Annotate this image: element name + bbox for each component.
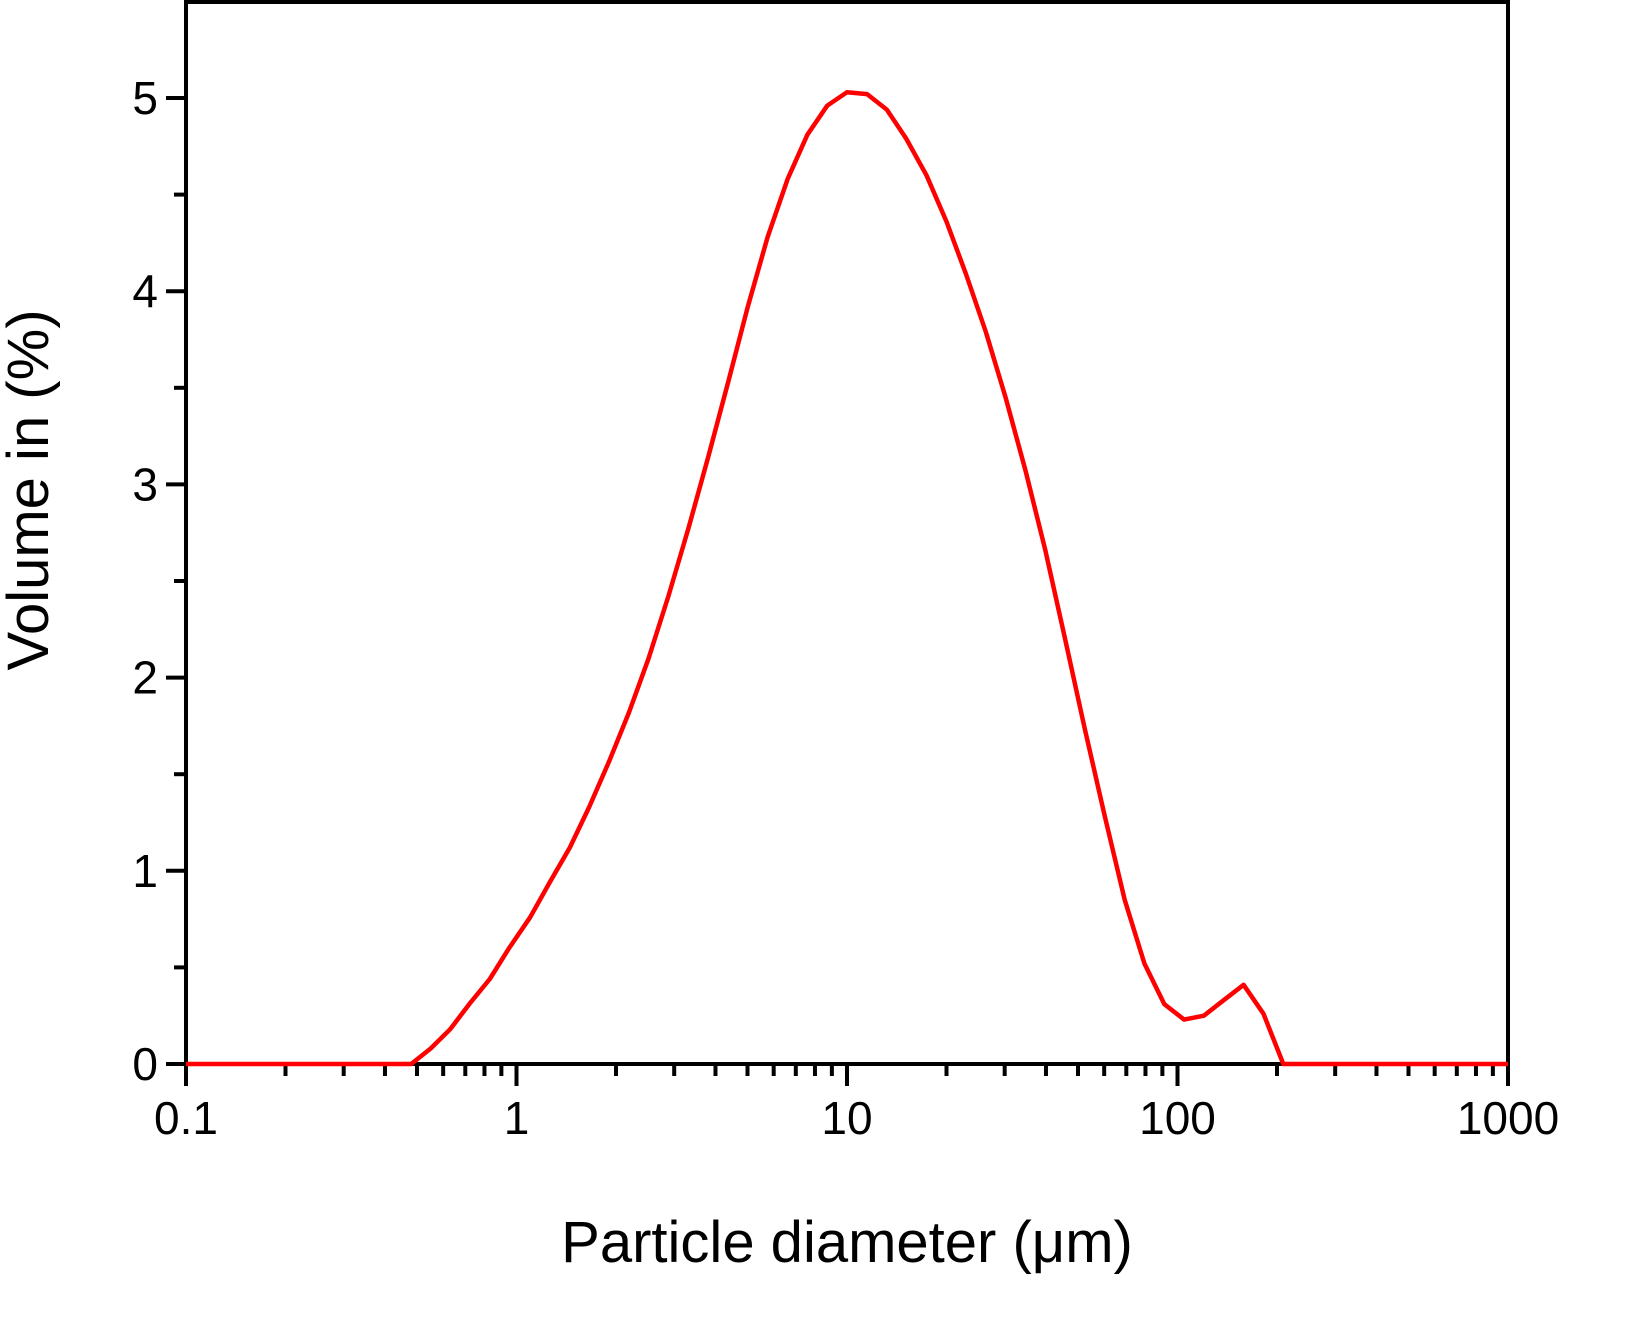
y-tick-label: 5 <box>132 72 158 124</box>
x-axis: 0.1 1 10 100 1000 <box>154 1064 1559 1144</box>
x-tick-label: 1 <box>504 1092 530 1144</box>
y-tick-label: 0 <box>132 1038 158 1090</box>
y-axis: 0 1 2 3 4 5 <box>132 72 186 1090</box>
y-tick-label: 4 <box>132 265 158 317</box>
x-tick-label: 1000 <box>1457 1092 1559 1144</box>
plot-frame <box>184 0 1510 1066</box>
x-tick-label: 0.1 <box>154 1092 218 1144</box>
x-tick-label: 10 <box>821 1092 872 1144</box>
y-tick-label: 1 <box>132 845 158 897</box>
data-series-line <box>186 89 1508 1067</box>
y-tick-label: 3 <box>132 458 158 510</box>
x-axis-title: Particle diameter (μm) <box>561 1210 1133 1275</box>
y-tick-label: 2 <box>132 652 158 704</box>
y-axis-title: Volume in (%) <box>0 309 61 670</box>
x-tick-label: 100 <box>1139 1092 1216 1144</box>
